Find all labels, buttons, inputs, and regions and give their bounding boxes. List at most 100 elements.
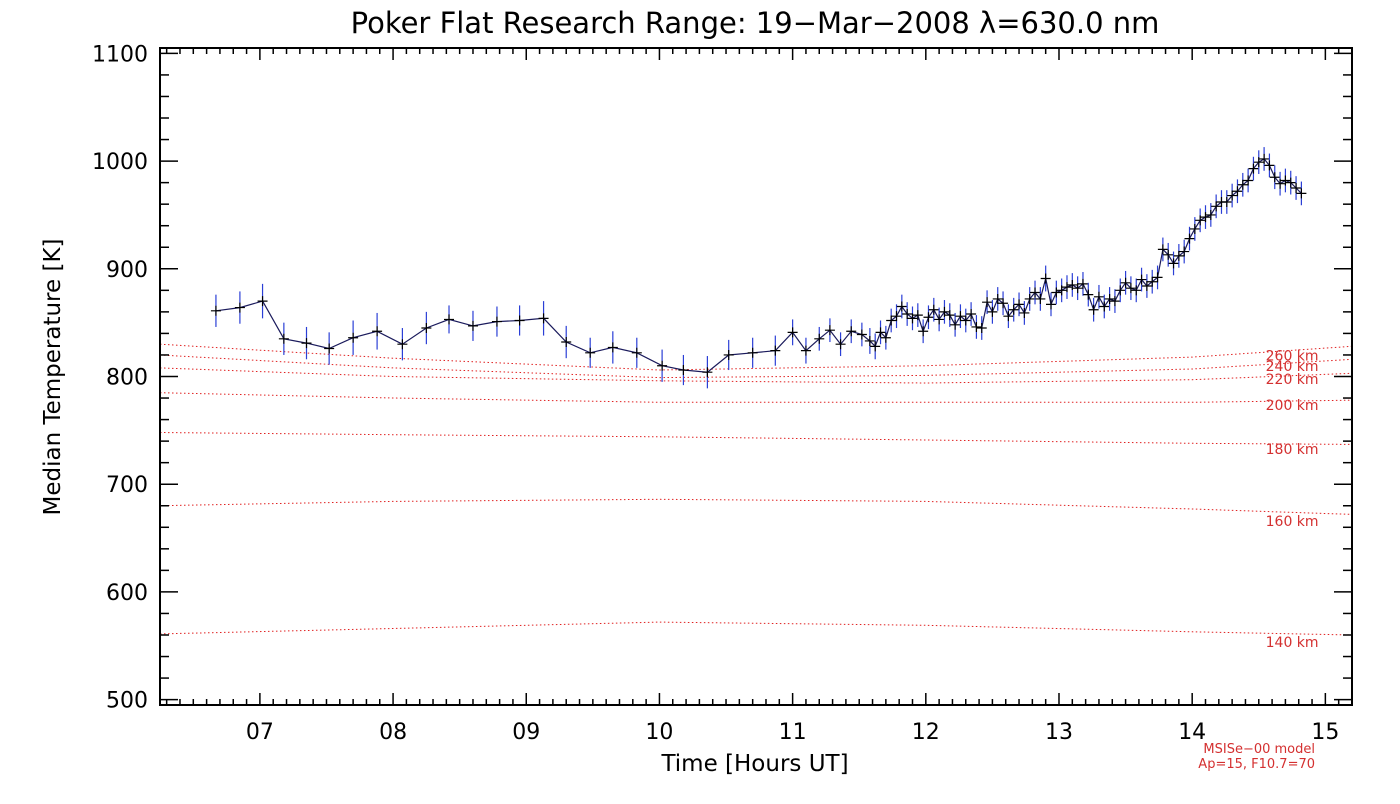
x-tick-label-8: 15 [1311, 720, 1339, 745]
data-point-106 [1259, 153, 1270, 164]
data-point-49 [955, 311, 966, 322]
data-point-68 [1056, 285, 1067, 296]
data-point-64 [1035, 293, 1046, 304]
model-line-2 [159, 432, 1353, 445]
data-point-58 [1003, 311, 1014, 322]
data-point-11 [467, 320, 478, 331]
data-point-89 [1168, 258, 1179, 269]
data-point-2 [257, 296, 268, 307]
y-tick-label-1: 600 [106, 581, 148, 606]
x-tick-label-4: 11 [779, 720, 807, 745]
data-point-42 [918, 326, 929, 337]
data-point-9 [421, 323, 432, 334]
model-note-params: Ap=15, F10.7=70 [1198, 757, 1315, 772]
data-point-107 [1264, 160, 1275, 171]
data-point-101 [1232, 186, 1243, 197]
data-point-46 [939, 306, 950, 317]
data-point-17 [607, 342, 618, 353]
data-point-51 [966, 309, 977, 320]
model-line-3 [159, 392, 1353, 403]
data-point-63 [1030, 287, 1041, 298]
data-series [210, 147, 1307, 389]
data-point-36 [886, 315, 897, 326]
model-line-4 [159, 367, 1353, 384]
data-point-31 [856, 329, 867, 340]
data-point-40 [907, 313, 918, 324]
data-point-92 [1184, 233, 1195, 244]
data-point-74 [1088, 304, 1099, 315]
model-label-3: 200 km [1266, 398, 1319, 414]
data-point-6 [348, 332, 359, 343]
model-line-1 [159, 498, 1353, 515]
data-point-24 [770, 345, 781, 356]
data-point-82 [1131, 285, 1142, 296]
data-point-79 [1115, 285, 1126, 296]
data-point-111 [1285, 177, 1296, 188]
data-point-93 [1189, 223, 1200, 234]
x-axis-label: Time [Hours UT] [660, 751, 848, 777]
data-point-47 [944, 310, 955, 321]
data-point-15 [561, 337, 572, 348]
data-point-7 [372, 326, 383, 337]
y-tick-label-3: 800 [106, 366, 148, 391]
data-point-60 [1014, 299, 1025, 310]
data-point-78 [1109, 296, 1120, 307]
chart-title: Poker Flat Research Range: 19−Mar−2008 λ… [351, 6, 1160, 40]
data-point-94 [1195, 215, 1206, 226]
y-tick-label-5: 1000 [92, 150, 148, 175]
data-point-72 [1077, 278, 1088, 289]
data-point-33 [870, 341, 881, 352]
data-point-44 [928, 304, 939, 315]
data-point-37 [891, 311, 902, 322]
data-point-62 [1024, 293, 1035, 304]
model-line-5 [159, 354, 1353, 379]
data-point-0 [210, 305, 221, 316]
model-label-4: 220 km [1266, 372, 1319, 388]
data-point-87 [1157, 244, 1168, 255]
data-point-84 [1141, 281, 1152, 292]
data-point-26 [800, 345, 811, 356]
data-point-65 [1040, 273, 1051, 284]
data-point-95 [1200, 212, 1211, 223]
data-point-25 [787, 327, 798, 338]
data-point-76 [1099, 301, 1110, 312]
data-point-59 [1008, 304, 1019, 315]
data-point-100 [1227, 190, 1238, 201]
data-point-20 [678, 365, 689, 376]
data-point-80 [1120, 277, 1131, 288]
data-point-112 [1291, 183, 1302, 194]
data-point-83 [1136, 274, 1147, 285]
data-point-30 [846, 326, 857, 337]
data-point-103 [1243, 175, 1254, 186]
data-point-57 [998, 298, 1009, 309]
model-line-6 [159, 343, 1353, 371]
x-tick-label-0: 07 [246, 720, 274, 745]
x-tick-label-6: 13 [1045, 720, 1073, 745]
data-point-29 [835, 339, 846, 350]
x-tick-label-1: 08 [379, 720, 407, 745]
data-point-10 [444, 314, 455, 325]
x-tick-label-2: 09 [512, 720, 540, 745]
data-point-21 [702, 367, 713, 378]
model-label-2: 180 km [1266, 442, 1319, 458]
data-point-3 [278, 333, 289, 344]
data-point-1 [234, 302, 245, 313]
x-tick-label-3: 10 [645, 720, 673, 745]
data-point-90 [1173, 250, 1184, 261]
data-point-75 [1093, 291, 1104, 302]
data-point-27 [814, 333, 825, 344]
y-tick-label-4: 900 [106, 258, 148, 283]
data-point-70 [1067, 279, 1078, 290]
data-point-32 [864, 335, 875, 346]
model-label-0: 140 km [1266, 635, 1319, 651]
data-point-91 [1179, 246, 1190, 257]
data-point-109 [1275, 178, 1286, 189]
data-point-28 [824, 325, 835, 336]
y-axis-label: Median Temperature [K] [40, 239, 66, 516]
data-point-97 [1211, 201, 1222, 212]
data-point-96 [1205, 209, 1216, 220]
data-point-5 [324, 343, 335, 354]
y-tick-label-6: 1100 [92, 42, 148, 67]
model-label-6: 260 km [1266, 348, 1319, 364]
